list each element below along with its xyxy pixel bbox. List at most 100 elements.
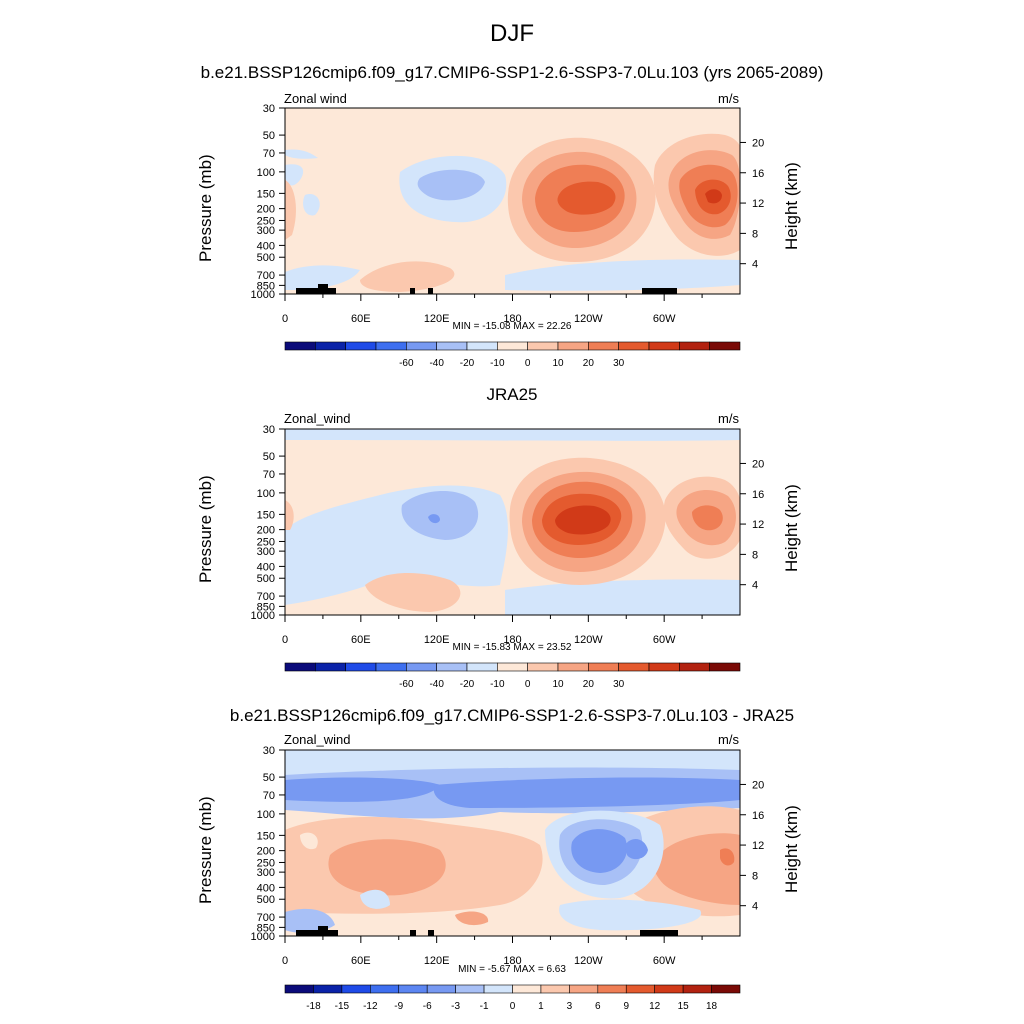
y-tick-label: 500	[257, 894, 275, 906]
y2-tick-label: 8	[752, 870, 758, 882]
y-tick-label: 250	[257, 536, 275, 548]
panel-2-variable-label: Zonal_wind	[284, 411, 351, 426]
colorbar-label: 6	[595, 1001, 601, 1012]
y-tick-label: 30	[263, 745, 275, 757]
colorbar-swatch	[483, 984, 513, 994]
y-tick-label: 300	[257, 225, 275, 237]
x-tick-label: 0	[282, 313, 288, 325]
y-tick-label: 70	[263, 469, 275, 481]
colorbar-swatch	[709, 662, 741, 672]
y-tick-label: 200	[257, 846, 275, 858]
colorbar-label: 1	[538, 1001, 544, 1012]
colorbar-label: 10	[552, 679, 564, 690]
colorbar-label: -40	[429, 358, 444, 369]
y2-tick-label: 20	[752, 458, 764, 470]
colorbar-label: 15	[678, 1001, 690, 1012]
panel-1-title: b.e21.BSSP126cmip6.f09_g17.CMIP6-SSP1-2.…	[200, 63, 824, 82]
x-tick-label: 180	[503, 313, 521, 325]
panel-1-contours	[285, 133, 740, 292]
colorbar-label: 30	[613, 358, 625, 369]
y-tick-label: 200	[257, 204, 275, 216]
colorbar-label: -12	[363, 1001, 378, 1012]
y-tick-label: 30	[263, 424, 275, 436]
colorbar-swatch	[711, 984, 741, 994]
y-tick-label: 70	[263, 790, 275, 802]
y-tick-label: 70	[263, 148, 275, 160]
colorbar-label: -60	[399, 358, 414, 369]
y-tick-label: 250	[257, 215, 275, 227]
y-tick-label: 850	[257, 922, 275, 934]
colorbar-label: -20	[460, 358, 475, 369]
colorbar-label: 20	[583, 679, 595, 690]
panel-2-units-label: m/s	[718, 411, 739, 426]
y2-tick-label: 12	[752, 840, 764, 852]
y2-tick-label: 16	[752, 168, 764, 180]
y-tick-label: 1000	[251, 610, 275, 622]
y-tick-label: 100	[257, 488, 275, 500]
colorbar-label: 20	[583, 358, 595, 369]
y-tick-label: 850	[257, 280, 275, 292]
y2-tick-label: 20	[752, 779, 764, 791]
y-tick-label: 50	[263, 451, 275, 463]
panel-1-units-label: m/s	[718, 91, 739, 106]
colorbar-swatch	[709, 341, 741, 351]
x-tick-label: 60W	[653, 955, 676, 967]
colorbar-label: 12	[649, 1001, 661, 1012]
y-tick-label: 300	[257, 867, 275, 879]
colorbar-swatch	[341, 984, 371, 994]
x-tick-label: 120W	[574, 634, 603, 646]
figure-title: DJF	[490, 20, 534, 47]
panel-3-variable-label: Zonal_wind	[284, 732, 351, 747]
colorbar-label: 0	[525, 679, 531, 690]
colorbar-label: -10	[490, 358, 505, 369]
colorbar-swatch	[284, 984, 314, 994]
colorbar-label: -60	[399, 679, 414, 690]
y2-tick-label: 20	[752, 137, 764, 149]
y2-tick-label: 16	[752, 489, 764, 501]
y2-tick-label: 8	[752, 549, 758, 561]
y2-tick-label: 4	[752, 901, 758, 913]
colorbar-label: -20	[460, 679, 475, 690]
y2-tick-label: 4	[752, 580, 758, 592]
x-tick-label: 120W	[574, 313, 603, 325]
x-tick-label: 60W	[653, 313, 676, 325]
y-tick-label: 30	[263, 103, 275, 115]
colorbar-swatch	[455, 984, 485, 994]
x-tick-label: 60E	[351, 955, 371, 967]
y-tick-label: 500	[257, 252, 275, 264]
y-tick-label: 400	[257, 561, 275, 573]
y-tick-label: 850	[257, 601, 275, 613]
colorbar-label: 0	[525, 358, 531, 369]
colorbar-swatch	[370, 984, 400, 994]
panel-1-variable-label: Zonal wind	[284, 91, 347, 106]
y-tick-label: 400	[257, 882, 275, 894]
colorbar-swatch	[540, 984, 570, 994]
colorbar-label: 9	[623, 1001, 629, 1012]
colorbar-label: -3	[451, 1001, 460, 1012]
colorbar-swatch	[625, 984, 655, 994]
panel-2-stats: MIN = -15.83 MAX = 23.52	[452, 642, 572, 653]
y-tick-label: 250	[257, 857, 275, 869]
y-tick-label: 1000	[251, 289, 275, 301]
y-tick-label: 200	[257, 525, 275, 537]
colorbar-label: -40	[429, 679, 444, 690]
colorbar-swatch	[597, 984, 627, 994]
y-tick-label: 50	[263, 772, 275, 784]
panel-2-contours	[285, 429, 740, 615]
x-tick-label: 120E	[424, 313, 450, 325]
x-tick-label: 60E	[351, 313, 371, 325]
y-tick-label: 100	[257, 167, 275, 179]
y2-tick-label: 4	[752, 259, 758, 271]
x-tick-label: 60E	[351, 634, 371, 646]
colorbar-swatch	[398, 984, 428, 994]
x-tick-label: 60W	[653, 634, 676, 646]
y2-tick-label: 12	[752, 198, 764, 210]
